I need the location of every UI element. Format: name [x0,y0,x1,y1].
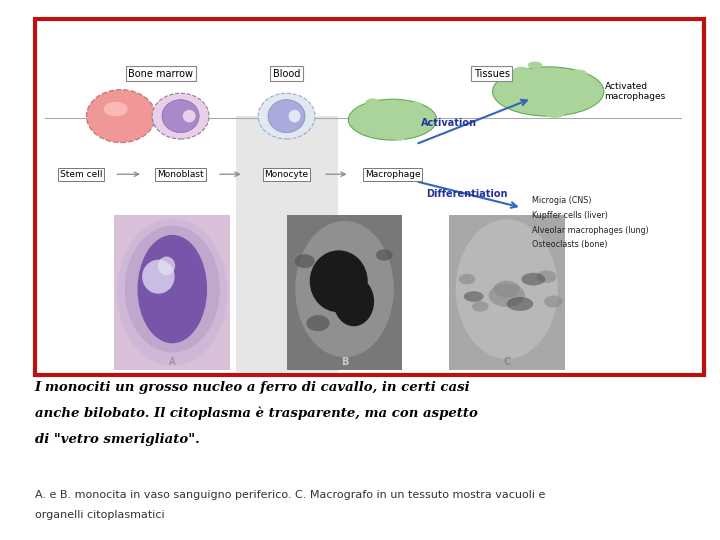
Ellipse shape [268,100,305,133]
Ellipse shape [512,67,531,77]
Ellipse shape [310,251,368,312]
Ellipse shape [494,281,520,298]
Ellipse shape [333,276,374,326]
Ellipse shape [357,123,369,130]
Circle shape [464,291,484,302]
Ellipse shape [409,102,423,110]
Ellipse shape [86,90,156,143]
Ellipse shape [183,110,196,123]
Ellipse shape [528,62,542,69]
Ellipse shape [365,98,380,107]
Ellipse shape [536,271,557,283]
Ellipse shape [376,249,392,261]
Ellipse shape [289,110,300,123]
Circle shape [521,273,545,286]
Bar [114,215,230,369]
Ellipse shape [348,99,437,140]
Ellipse shape [162,100,199,133]
FancyBboxPatch shape [35,19,704,375]
Text: B: B [341,357,348,367]
Text: Kupffer cells (liver): Kupffer cells (liver) [531,211,608,220]
Text: Monoblast: Monoblast [157,170,204,179]
Ellipse shape [569,70,588,78]
Ellipse shape [307,315,330,331]
Circle shape [507,297,534,311]
Ellipse shape [459,274,475,285]
Text: Bone marrow: Bone marrow [128,69,193,79]
Text: organelli citoplasmatici: organelli citoplasmatici [35,510,164,521]
Text: Activated
macrophages: Activated macrophages [605,82,666,101]
Ellipse shape [544,295,562,307]
Ellipse shape [125,226,220,353]
Ellipse shape [117,219,228,366]
Text: Microgia (CNS): Microgia (CNS) [531,196,591,205]
Text: Tissues: Tissues [474,69,510,79]
Bar [287,215,402,369]
Text: C: C [503,357,510,367]
Text: Activation: Activation [421,118,477,128]
Text: Differentiation: Differentiation [426,188,507,199]
Ellipse shape [392,134,407,140]
Text: Alveolar macrophages (lung): Alveolar macrophages (lung) [531,226,649,235]
Text: I monociti un grosso nucleo a ferro di cavallo, in certi casi: I monociti un grosso nucleo a ferro di c… [35,381,470,394]
Ellipse shape [546,111,564,118]
Text: Monocyte: Monocyte [264,170,309,179]
Ellipse shape [492,67,604,116]
Ellipse shape [456,219,558,359]
Ellipse shape [158,256,175,275]
Ellipse shape [580,94,596,103]
Text: anche bilobato. Il citoplasma è trasparente, ma con aspetto: anche bilobato. Il citoplasma è traspare… [35,407,477,420]
Bar [449,215,564,369]
Ellipse shape [507,97,523,104]
Ellipse shape [138,235,207,343]
Ellipse shape [104,102,127,116]
Ellipse shape [295,254,315,268]
Ellipse shape [258,93,315,139]
Ellipse shape [142,260,175,294]
Ellipse shape [489,284,525,307]
Text: A: A [169,357,176,367]
Bar [235,116,338,373]
Ellipse shape [295,221,394,357]
Ellipse shape [423,120,435,127]
Text: Osteoclasts (bone): Osteoclasts (bone) [531,240,607,249]
Text: Stem cell: Stem cell [60,170,102,179]
Text: Macrophage: Macrophage [365,170,420,179]
Text: di "vetro smerigliato".: di "vetro smerigliato". [35,433,199,446]
Ellipse shape [472,301,489,312]
Text: Blood: Blood [273,69,300,79]
Ellipse shape [152,93,209,139]
Text: A. e B. monocita in vaso sanguigno periferico. C. Macrografo in un tessuto mostr: A. e B. monocita in vaso sanguigno perif… [35,490,545,500]
